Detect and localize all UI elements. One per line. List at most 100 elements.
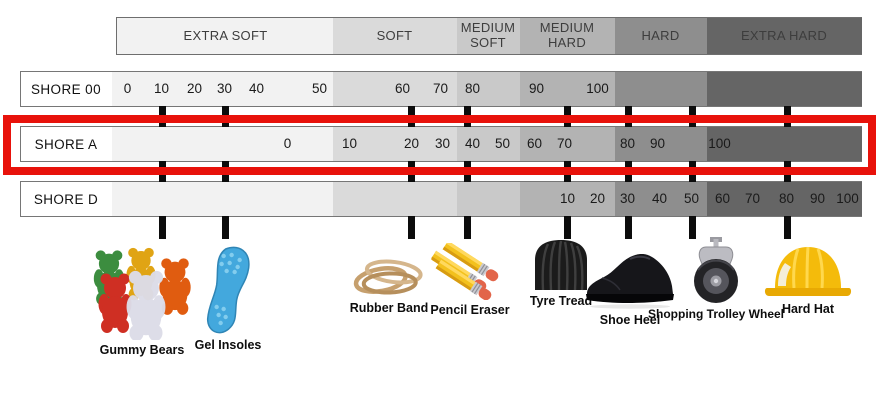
scale-value: 0 [283, 136, 292, 151]
zone-extra-soft [111, 182, 333, 216]
object-hard-hat: Hard Hat [764, 240, 852, 316]
hard-hat-icon [764, 246, 852, 296]
connector-tick [688, 106, 696, 127]
scale-zones: 0 10 20 30 40 50 60 70 80 90 100 [21, 72, 862, 106]
connector-tick [624, 216, 632, 239]
scale-value: 20 [589, 191, 606, 206]
category-header: EXTRA SOFT SOFT MEDIUM SOFT MEDIUM HARD HARD… [116, 17, 862, 55]
zone-extra-soft [111, 127, 333, 161]
rubber-band-icon [354, 259, 423, 295]
connector-tick [783, 216, 791, 239]
category-soft: SOFT [332, 18, 457, 54]
connector-tick [407, 106, 415, 127]
scale-value: 50 [494, 136, 511, 151]
connector-tick [221, 106, 229, 127]
scale-row-shore-a: 0 10 20 30 40 50 60 70 80 90 100 SHORE A [20, 126, 862, 162]
zone-soft [332, 127, 457, 161]
connector-tick [463, 106, 471, 127]
category-extra-hard: EXTRA HARD [706, 18, 862, 54]
zone-extra-soft [111, 72, 333, 106]
connector-tick [158, 106, 166, 127]
zone-extra-hard [706, 127, 862, 161]
category-medium-hard: MEDIUM HARD [519, 18, 615, 54]
connector-tick [563, 161, 571, 182]
scale-value: 10 [153, 81, 170, 96]
scale-value: 60 [526, 136, 543, 151]
scale-value: 0 [123, 81, 132, 96]
object-label: Hard Hat [781, 302, 835, 316]
zone-soft [332, 72, 457, 106]
pencil-eraser-icon [431, 243, 501, 300]
object-label: Tyre Tread [529, 294, 593, 308]
category-extra-soft: EXTRA SOFT [117, 18, 334, 54]
scale-value: 80 [778, 191, 795, 206]
scale-value: 90 [809, 191, 826, 206]
connector-tick [463, 161, 471, 182]
zone-extra-hard [706, 72, 862, 106]
scale-row-shore-00: 0 10 20 30 40 50 60 70 80 90 100 SHORE 00 [20, 71, 862, 107]
scale-value: 30 [216, 81, 233, 96]
connector-tick [221, 216, 229, 239]
zone-medium-soft [456, 127, 520, 161]
scale-value: 80 [464, 81, 481, 96]
category-medium-soft: MEDIUM SOFT [456, 18, 520, 54]
connector-tick [158, 161, 166, 182]
connector-tick [407, 161, 415, 182]
connector-tick [624, 161, 632, 182]
connector-tick [563, 106, 571, 127]
scale-row-label: SHORE A [21, 127, 111, 161]
scale-value: 60 [714, 191, 731, 206]
zone-hard [614, 127, 707, 161]
connector-tick [563, 216, 571, 239]
connector-tick [688, 161, 696, 182]
connector-tick [407, 216, 415, 239]
scale-value: 70 [744, 191, 761, 206]
tyre-tread-icon [535, 240, 587, 291]
scale-value: 90 [528, 81, 545, 96]
object-tyre-tread: Tyre Tread [529, 238, 593, 308]
zone-medium-soft [456, 72, 520, 106]
connector-tick [783, 106, 791, 127]
object-label: Shoe Heel [599, 313, 661, 327]
object-shoe-heel: Shoe Heel [584, 244, 676, 327]
connector-tick [463, 216, 471, 239]
scale-value: 20 [403, 136, 420, 151]
connector-tick [783, 161, 791, 182]
object-rubber-band: Rubber Band [350, 253, 428, 315]
connector-tick [688, 216, 696, 239]
scale-value: 90 [649, 136, 666, 151]
scale-value: 30 [434, 136, 451, 151]
zone-soft [332, 182, 457, 216]
category-hard: HARD [614, 18, 707, 54]
object-label: Rubber Band [349, 301, 429, 315]
scale-value: 50 [683, 191, 700, 206]
scale-value: 10 [559, 191, 576, 206]
scale-value: 40 [651, 191, 668, 206]
object-trolley-wheel: Shopping Trolley Wheel [648, 237, 784, 321]
scale-value: 40 [248, 81, 265, 96]
object-pencil-eraser: Pencil Eraser [430, 243, 510, 317]
zone-medium-soft [456, 182, 520, 216]
zone-medium-hard [519, 72, 615, 106]
scale-value: 70 [556, 136, 573, 151]
scale-row-shore-d: 10 20 30 40 50 60 70 80 90 100 SHORE D [20, 181, 862, 217]
scale-zones: 0 10 20 30 40 50 60 70 80 90 100 [21, 127, 862, 161]
scale-value: 60 [394, 81, 411, 96]
shoe-heel-icon [586, 254, 674, 309]
scale-row-label: SHORE 00 [21, 72, 111, 106]
scale-value: 50 [311, 81, 328, 96]
scale-value: 100 [836, 191, 859, 206]
connector-tick [624, 106, 632, 127]
zone-medium-hard [519, 182, 615, 216]
scale-row-label: SHORE D [21, 182, 111, 216]
zone-hard [614, 182, 707, 216]
object-label: Pencil Eraser [430, 303, 510, 317]
object-label: Gel Insoles [194, 338, 262, 352]
object-gel-insoles: Gel Insoles [194, 243, 262, 352]
object-label: Gummy Bears [99, 343, 185, 357]
scale-value: 80 [619, 136, 636, 151]
scale-value: 100 [708, 136, 731, 151]
trolley-wheel-icon [693, 237, 738, 303]
scale-value: 100 [586, 81, 609, 96]
